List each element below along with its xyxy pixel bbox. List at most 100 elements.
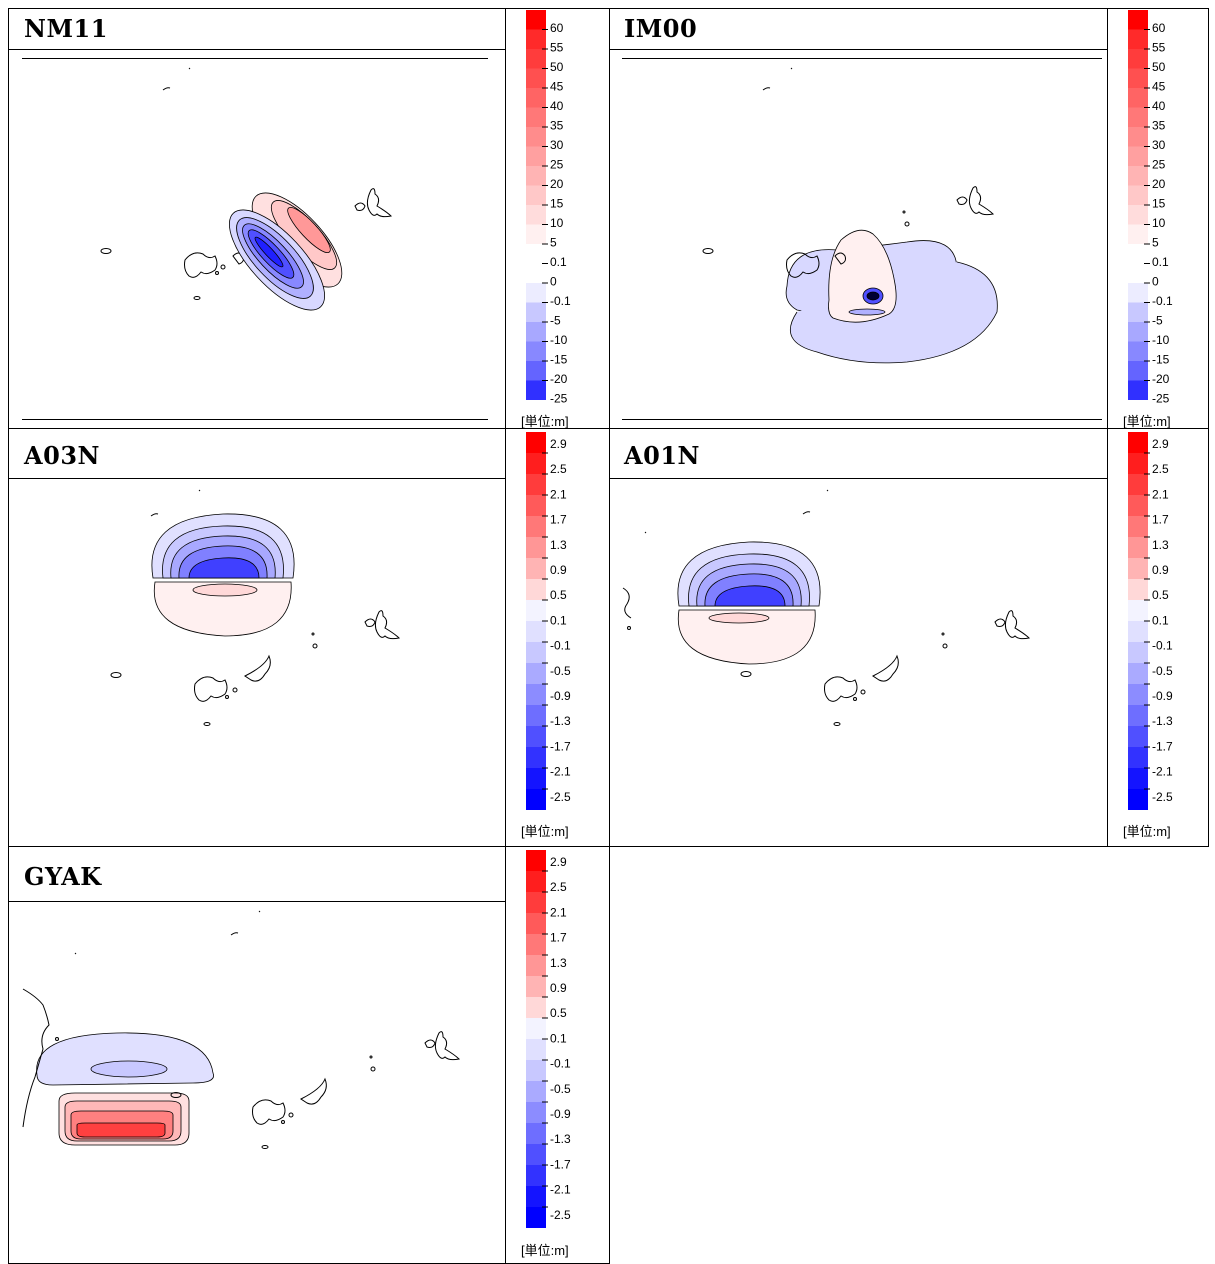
- colorbar-label: -2.1: [550, 1183, 571, 1197]
- colorbar-label: -2.1: [550, 765, 571, 779]
- colorbar-label: 1.7: [550, 513, 567, 527]
- colorbar-label: -0.9: [550, 1107, 571, 1121]
- colorbar-label: 0.5: [1152, 588, 1169, 602]
- colorbar-label: -2.5: [550, 1208, 571, 1222]
- map-a01n: [622, 489, 1031, 726]
- colorbar-label: -0.5: [550, 664, 571, 678]
- colorbar-swatch: [526, 621, 546, 642]
- colorbar-swatch: [1128, 244, 1148, 264]
- colorbar-swatch: [526, 453, 546, 474]
- colorbar-label: 20: [550, 177, 564, 191]
- colorbar-swatch: [526, 107, 546, 127]
- map-bottom-line: [22, 419, 488, 420]
- colorbar-swatch: [1128, 642, 1148, 663]
- colorbar-label: -5: [1152, 314, 1163, 328]
- colorbar-swatch: [1128, 663, 1148, 684]
- colorbar-swatch: [526, 537, 546, 558]
- colorbar-swatch: [526, 976, 546, 997]
- colorbar-swatch: [526, 432, 546, 453]
- colorbar-swatch: [1128, 29, 1148, 49]
- frame-cbar-left-2: [1107, 8, 1108, 846]
- colorbar-swatch: [526, 871, 546, 892]
- colorbar-label: 0: [1152, 275, 1159, 289]
- colorbar-label: 60: [550, 21, 564, 35]
- colorbar-swatch: [526, 1039, 546, 1060]
- colorbar-swatch: [526, 1207, 546, 1228]
- colorbar-label: 1.3: [550, 956, 567, 970]
- colorbar-swatch: [526, 558, 546, 579]
- colorbar-label: -0.9: [550, 689, 571, 703]
- colorbar-swatch: [1128, 166, 1148, 186]
- colorbar-label: 2.1: [550, 905, 567, 919]
- colorbar-label: -0.9: [1152, 689, 1173, 703]
- colorbar-swatch: [1128, 579, 1148, 600]
- colorbar-swatch: [526, 892, 546, 913]
- colorbar-swatch: [1128, 127, 1148, 147]
- colorbar-swatch: [526, 600, 546, 621]
- colorbar-swatch: [1128, 516, 1148, 537]
- panel-title-im00: IM00: [624, 14, 698, 43]
- panel-title-a01n: A01N: [624, 441, 700, 470]
- colorbar-label: 0.1: [550, 1031, 567, 1045]
- colorbar-swatch: [526, 10, 546, 30]
- colorbar-swatch: [526, 322, 546, 342]
- contour-fill: [36, 1032, 214, 1146]
- colorbar-swatch: [526, 1102, 546, 1123]
- colorbar-swatch: [1128, 302, 1148, 322]
- colorbar-swatch: [1128, 283, 1148, 303]
- colorbar-swatch: [526, 474, 546, 495]
- colorbar-swatch: [526, 49, 546, 69]
- colorbar-swatch: [526, 1144, 546, 1165]
- colorbar-swatch: [1128, 361, 1148, 381]
- colorbar-swatch: [1128, 495, 1148, 516]
- frame-row-1: [8, 428, 1209, 429]
- colorbar-swatch: [526, 726, 546, 747]
- panel-title-box-a01n: [610, 429, 1108, 479]
- colorbar-swatch: [526, 361, 546, 381]
- map-bottom-line: [622, 419, 1102, 420]
- colorbar-label: 20: [1152, 177, 1166, 191]
- colorbar-label: -25: [1152, 392, 1170, 406]
- colorbar-label: 45: [550, 80, 564, 94]
- colorbar-swatch: [1128, 49, 1148, 69]
- colorbar-label: -0.1: [1152, 294, 1173, 308]
- colorbar-label: -10: [1152, 333, 1170, 347]
- colorbar-label: 2.1: [1152, 487, 1169, 501]
- colorbar-swatch: [1128, 684, 1148, 705]
- colorbar-label: 0.1: [1152, 613, 1169, 627]
- colorbar-label: -20: [550, 372, 568, 386]
- colorbar-label: -0.5: [550, 1082, 571, 1096]
- colorbar-swatch: [1128, 10, 1148, 30]
- colorbar-label: 1.3: [550, 538, 567, 552]
- unit-label: [単位:m]: [1123, 414, 1171, 429]
- colorbar-label: 40: [550, 99, 564, 113]
- colorbar-swatch: [526, 705, 546, 726]
- colorbar-label: 60: [1152, 21, 1166, 35]
- colorbar-swatch: [526, 1186, 546, 1207]
- colorbar-swatch: [1128, 68, 1148, 88]
- colorbar-label: -2.1: [1152, 765, 1173, 779]
- colorbar-swatch: [526, 850, 546, 871]
- colorbar-label: -25: [550, 392, 568, 406]
- colorbar-label: -15: [1152, 353, 1170, 367]
- colorbar-swatch: [526, 68, 546, 88]
- colorbar-label: 2.9: [550, 437, 567, 451]
- colorbar-swatch: [1128, 107, 1148, 127]
- colorbar-swatch: [526, 579, 546, 600]
- panel-title-box-im00: [610, 8, 1108, 50]
- colorbar-label: -0.1: [550, 1057, 571, 1071]
- colorbar-swatch: [1128, 185, 1148, 205]
- frame-right: [1208, 8, 1209, 846]
- colorbar-swatch: [1128, 380, 1148, 400]
- contour-fill: [151, 513, 295, 637]
- colorbar-swatch: [526, 283, 546, 303]
- contour-fill: [228, 192, 343, 311]
- unit-label: [単位:m]: [1123, 824, 1171, 839]
- colorbar-swatch: [1128, 146, 1148, 166]
- colorbar-swatch: [526, 747, 546, 768]
- colorbar-label: 0.1: [1152, 255, 1169, 269]
- colorbar-swatch: [526, 913, 546, 934]
- colorbar-swatch: [1128, 747, 1148, 768]
- colorbar-swatch: [526, 789, 546, 810]
- panel-title-box-nm11: [8, 8, 506, 50]
